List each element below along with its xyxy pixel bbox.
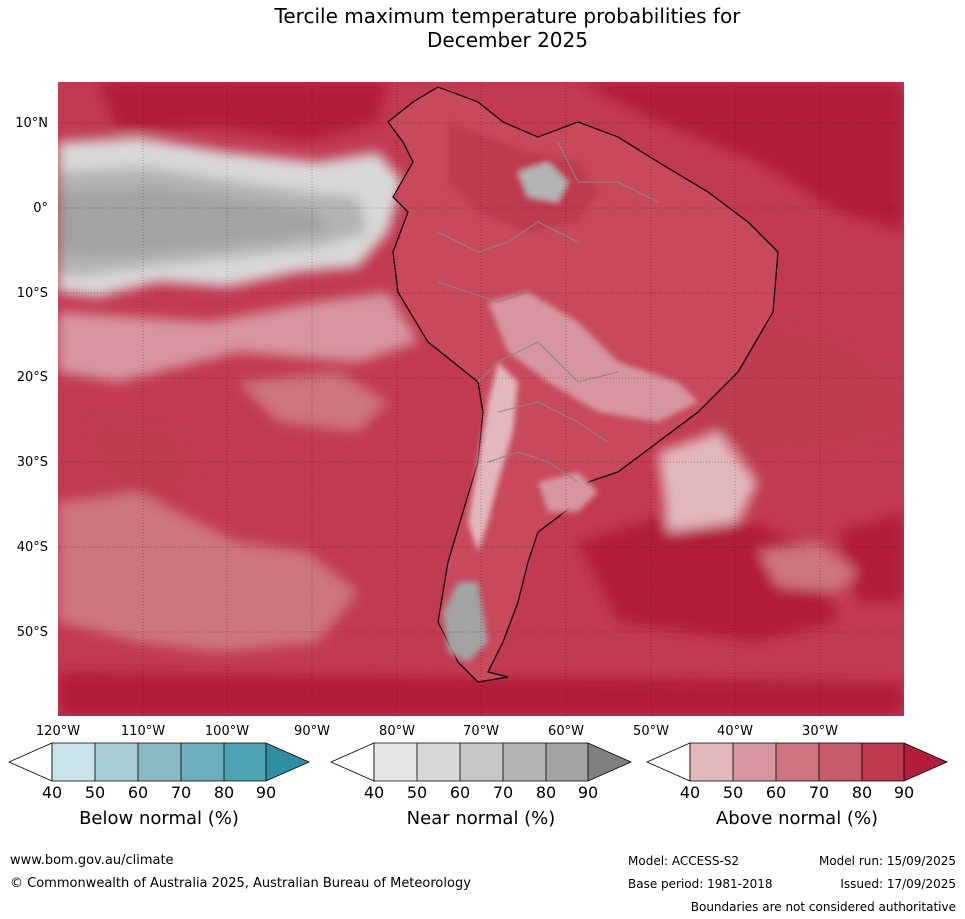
lat-label-40s: 40°S bbox=[16, 540, 48, 555]
colorbar-cell bbox=[95, 743, 138, 781]
lon-label-110w: 110°W bbox=[120, 724, 166, 739]
base-period: Base period: 1981-2018 bbox=[628, 877, 773, 891]
below-tick-90: 90 bbox=[255, 783, 277, 802]
website-link[interactable]: www.bom.gov.au/climate bbox=[10, 853, 174, 868]
colorbar-cell bbox=[546, 743, 588, 781]
above-tick-70: 70 bbox=[808, 783, 830, 802]
near-normal-title: Near normal (%) bbox=[406, 808, 556, 829]
lon-label-30w: 30°W bbox=[802, 724, 838, 739]
lon-label-60w: 60°W bbox=[548, 724, 584, 739]
boundaries-disclaimer: Boundaries are not considered authoritat… bbox=[690, 900, 956, 914]
colorbar-cell bbox=[52, 743, 95, 781]
below-tick-80: 80 bbox=[213, 783, 235, 802]
above-tick-40: 40 bbox=[679, 783, 701, 802]
probability-map bbox=[58, 82, 904, 716]
title-line-2: December 2025 bbox=[427, 28, 588, 52]
below-tick-40: 40 bbox=[41, 783, 63, 802]
below-tick-50: 50 bbox=[84, 783, 106, 802]
lon-label-40w: 40°W bbox=[717, 724, 753, 739]
colorbar-cell bbox=[181, 743, 224, 781]
issued-date: Issued: 17/09/2025 bbox=[840, 877, 956, 891]
model-run-date: Model run: 15/09/2025 bbox=[818, 854, 956, 868]
below-tick-70: 70 bbox=[170, 783, 192, 802]
below-normal-title: Below normal (%) bbox=[79, 808, 239, 829]
near-tick-60: 60 bbox=[449, 783, 471, 802]
colorbar-cell bbox=[819, 743, 862, 781]
map-svg bbox=[58, 82, 904, 716]
lon-label-90w: 90°W bbox=[294, 724, 330, 739]
colorbar-cell bbox=[904, 743, 947, 781]
model-name: Model: ACCESS-S2 bbox=[628, 854, 740, 868]
colorbar-above-normal bbox=[646, 742, 948, 782]
near-tick-70: 70 bbox=[492, 783, 514, 802]
colorbar-cell bbox=[460, 743, 503, 781]
lon-label-100w: 100°W bbox=[204, 724, 250, 739]
lon-label-50w: 50°W bbox=[633, 724, 669, 739]
graticule bbox=[58, 82, 904, 716]
above-tick-80: 80 bbox=[851, 783, 873, 802]
below-tick-60: 60 bbox=[127, 783, 149, 802]
colorbar-cell bbox=[417, 743, 460, 781]
near-tick-80: 80 bbox=[535, 783, 557, 802]
lon-label-70w: 70°W bbox=[463, 724, 499, 739]
colorbar-cell bbox=[733, 743, 776, 781]
lat-label-0: 0° bbox=[33, 201, 48, 216]
colorbar-near-normal bbox=[330, 742, 632, 782]
colorbar-cell bbox=[776, 743, 819, 781]
lat-label-50s: 50°S bbox=[16, 625, 48, 640]
above-tick-50: 50 bbox=[722, 783, 744, 802]
colorbar-cell bbox=[862, 743, 904, 781]
colorbar-cell bbox=[503, 743, 546, 781]
above-normal-title: Above normal (%) bbox=[715, 808, 879, 829]
colorbar-cell bbox=[138, 743, 181, 781]
title-line-1: Tercile maximum temperature probabilitie… bbox=[274, 4, 741, 28]
near-tick-50: 50 bbox=[406, 783, 428, 802]
lat-label-10n: 10°N bbox=[15, 116, 48, 131]
near-tick-40: 40 bbox=[363, 783, 385, 802]
above-tick-60: 60 bbox=[765, 783, 787, 802]
above-tick-90: 90 bbox=[893, 783, 915, 802]
colorbar-below-normal bbox=[8, 742, 310, 782]
chart-title: Tercile maximum temperature probabilitie… bbox=[0, 4, 965, 52]
colorbar-cell bbox=[266, 743, 309, 781]
lat-label-10s: 10°S bbox=[16, 286, 48, 301]
colorbar-cell bbox=[690, 743, 733, 781]
colorbar-cell bbox=[224, 743, 266, 781]
lat-label-30s: 30°S bbox=[16, 455, 48, 470]
colorbar-cell bbox=[374, 743, 417, 781]
lon-label-80w: 80°W bbox=[379, 724, 415, 739]
colorbar-cell bbox=[588, 743, 631, 781]
near-tick-90: 90 bbox=[577, 783, 599, 802]
south-america-land bbox=[387, 86, 779, 683]
copyright-notice: © Commonwealth of Australia 2025, Austra… bbox=[10, 876, 471, 891]
lon-label-120w: 120°W bbox=[35, 724, 81, 739]
lat-label-20s: 20°S bbox=[16, 370, 48, 385]
